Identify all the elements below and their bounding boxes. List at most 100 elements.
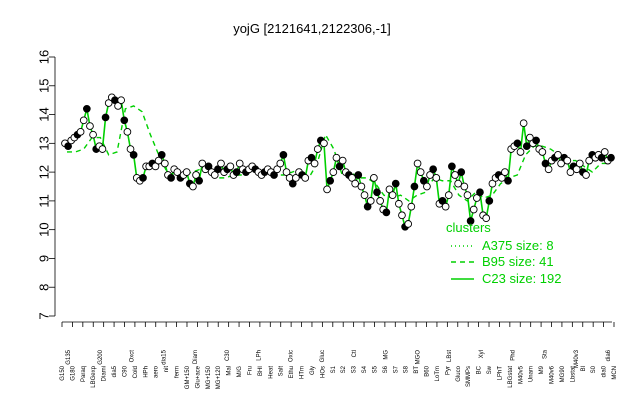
y-tick-label: 9 xyxy=(37,255,52,262)
data-point-open xyxy=(301,174,310,182)
x-tick-label: dia6 xyxy=(606,349,612,361)
data-point-filled xyxy=(382,208,391,217)
x-tick-label: ferm xyxy=(175,366,181,378)
data-point-open xyxy=(394,199,403,208)
data-point-open xyxy=(182,168,191,176)
x-tick-label: LBGexp xyxy=(91,365,97,387)
data-point-open xyxy=(501,168,509,176)
x-tick-label: HOs xyxy=(320,366,326,378)
y-tick-label: 8 xyxy=(37,284,52,291)
x-tick-label: S6 xyxy=(383,365,389,373)
data-point-open xyxy=(463,191,472,199)
x-tick-label: Gluco xyxy=(456,365,462,381)
x-tick-label: dia15 xyxy=(161,349,167,364)
data-point-open xyxy=(472,194,481,202)
y-tick-label: 12 xyxy=(37,165,52,179)
data-point-filled xyxy=(101,113,110,122)
data-point-filled xyxy=(597,153,606,162)
data-point-filled xyxy=(373,188,381,197)
x-tick-label: Sta xyxy=(542,349,548,359)
data-point-filled xyxy=(438,197,447,205)
data-point-filled xyxy=(466,217,475,225)
data-point-open xyxy=(217,159,225,168)
data-point-open xyxy=(413,159,422,168)
data-point-filled xyxy=(139,174,147,182)
data-point-open xyxy=(444,191,453,199)
data-point-open xyxy=(370,174,378,182)
data-point-filled xyxy=(476,188,484,197)
data-point-open xyxy=(572,165,581,174)
data-point-filled xyxy=(232,168,241,176)
x-tick-label: M/G xyxy=(237,366,243,378)
y-tick-label: 11 xyxy=(37,194,52,208)
data-point-open xyxy=(123,127,132,136)
plot-area: 7 8 9 10 11 12 13 14 15 16 G150 G180 Paraq LBGexp Dia… xyxy=(37,50,619,389)
data-point-open xyxy=(366,197,375,205)
data-point-open xyxy=(86,122,94,130)
data-point-open xyxy=(600,148,609,156)
y-tick-label: 15 xyxy=(37,79,52,93)
data-point-open xyxy=(323,185,331,194)
data-point-filled xyxy=(326,176,335,185)
data-point-open xyxy=(198,159,207,168)
data-point-filled xyxy=(363,202,372,211)
data-point-open xyxy=(554,150,562,159)
data-point-open xyxy=(404,220,413,228)
data-point-filled xyxy=(391,179,400,188)
data-point-open xyxy=(189,182,197,191)
data-point-open xyxy=(575,159,584,168)
x-tick-label: Ethu xyxy=(289,366,295,378)
data-point-filled xyxy=(157,150,166,159)
y-tick-label: 7 xyxy=(37,312,52,319)
x-tick-label: Unam xyxy=(529,366,535,382)
x-tick-label: Xyl xyxy=(479,350,485,358)
data-point-open xyxy=(376,197,384,205)
x-tick-label: C90 xyxy=(122,365,128,377)
x-tick-label: dia0 xyxy=(602,365,608,377)
x-tick-label: S1 xyxy=(331,365,337,373)
x-tick-label: Paraq xyxy=(81,366,87,382)
data-point-open xyxy=(226,162,235,171)
x-tick-label: BHI xyxy=(258,366,264,376)
data-point-open xyxy=(79,116,88,125)
x-tick-label: BT xyxy=(414,366,420,374)
data-point-open xyxy=(348,174,356,182)
data-point-filled xyxy=(410,182,419,191)
data-point-filled xyxy=(167,174,175,182)
data-point-filled xyxy=(129,150,138,159)
x-tick-label: Bl xyxy=(581,366,587,371)
x-tick-label: Oxct xyxy=(130,350,136,363)
x-tick-label: S4 xyxy=(362,365,368,373)
data-point-open xyxy=(313,145,322,153)
data-point-open xyxy=(460,182,469,191)
data-point-open xyxy=(351,179,360,188)
data-point-filled xyxy=(513,139,522,148)
x-tick-label: BC xyxy=(477,365,483,374)
data-point-open xyxy=(385,185,394,194)
data-point-open xyxy=(338,156,347,165)
legend: clusters A375 size: 8 B95 size: 41 C23 s… xyxy=(446,220,562,286)
data-point-open xyxy=(544,165,553,174)
x-tick-label: M40v3 xyxy=(574,349,580,368)
x-tick-label: S8 xyxy=(404,365,410,373)
series-b95-line xyxy=(67,105,609,202)
data-point-open xyxy=(320,139,328,148)
series-c23 xyxy=(64,96,612,229)
data-point-filled xyxy=(82,104,91,113)
data-point-open xyxy=(89,130,97,139)
data-point-filled xyxy=(457,168,466,176)
x-tick-label: S5 xyxy=(372,365,378,373)
data-point-open xyxy=(469,205,478,214)
data-point-filled xyxy=(288,179,297,188)
data-point-open xyxy=(441,202,450,211)
x-tick-label: MG+120 xyxy=(216,365,222,389)
x-tick-label: G135 xyxy=(66,349,72,364)
x-tick-label: MGO xyxy=(415,350,421,365)
x-tick-label: G150 xyxy=(60,365,66,380)
x-tick-label: C30 xyxy=(225,349,231,361)
data-point-open xyxy=(454,179,462,188)
data-point-open xyxy=(538,148,547,156)
x-tick-label: nit xyxy=(164,366,170,373)
data-point-filled xyxy=(120,116,129,125)
